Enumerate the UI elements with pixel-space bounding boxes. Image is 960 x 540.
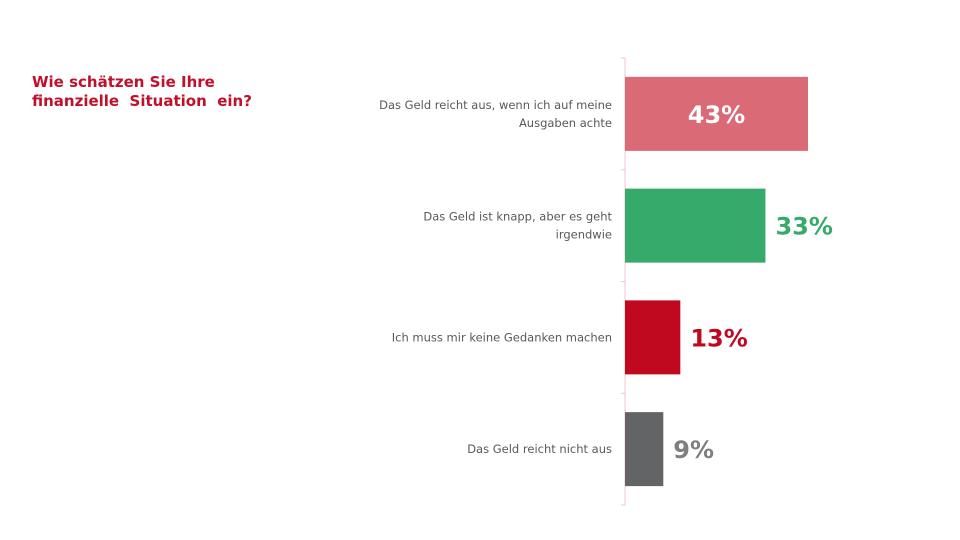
category-label-line: Das Geld ist knapp, aber es geht xyxy=(423,210,612,224)
category-label-line: Das Geld reicht nicht aus xyxy=(467,442,612,456)
question-line-1: Wie schätzen Sie Ihre xyxy=(32,73,215,91)
bar-4 xyxy=(625,412,664,487)
category-label-3: Ich muss mir keine Gedanken machen xyxy=(392,330,612,344)
question-title: Wie schätzen Sie Ihre finanzielle Situat… xyxy=(32,73,292,111)
category-label-2: Das Geld ist knapp, aber es geht irgendwi… xyxy=(423,210,612,242)
value-label-4: 9% xyxy=(673,436,714,464)
category-label-1: Das Geld reicht aus, wenn ich auf meine A… xyxy=(379,98,612,130)
bar-3 xyxy=(625,300,681,375)
category-label-4: Das Geld reicht nicht aus xyxy=(467,442,612,456)
category-label-line: irgendwie xyxy=(556,228,612,242)
value-label-3: 13% xyxy=(690,324,747,352)
question-line-2: finanzielle Situation ein? xyxy=(32,92,252,110)
bar-1 xyxy=(625,76,808,151)
category-label-line: Das Geld reicht aus, wenn ich auf meine xyxy=(379,98,612,112)
bar-2 xyxy=(625,188,766,263)
value-label-1: 43% xyxy=(688,101,745,129)
category-label-line: Ausgaben achte xyxy=(519,116,612,130)
category-label-line: Ich muss mir keine Gedanken machen xyxy=(392,330,612,344)
value-label-2: 33% xyxy=(775,213,832,241)
